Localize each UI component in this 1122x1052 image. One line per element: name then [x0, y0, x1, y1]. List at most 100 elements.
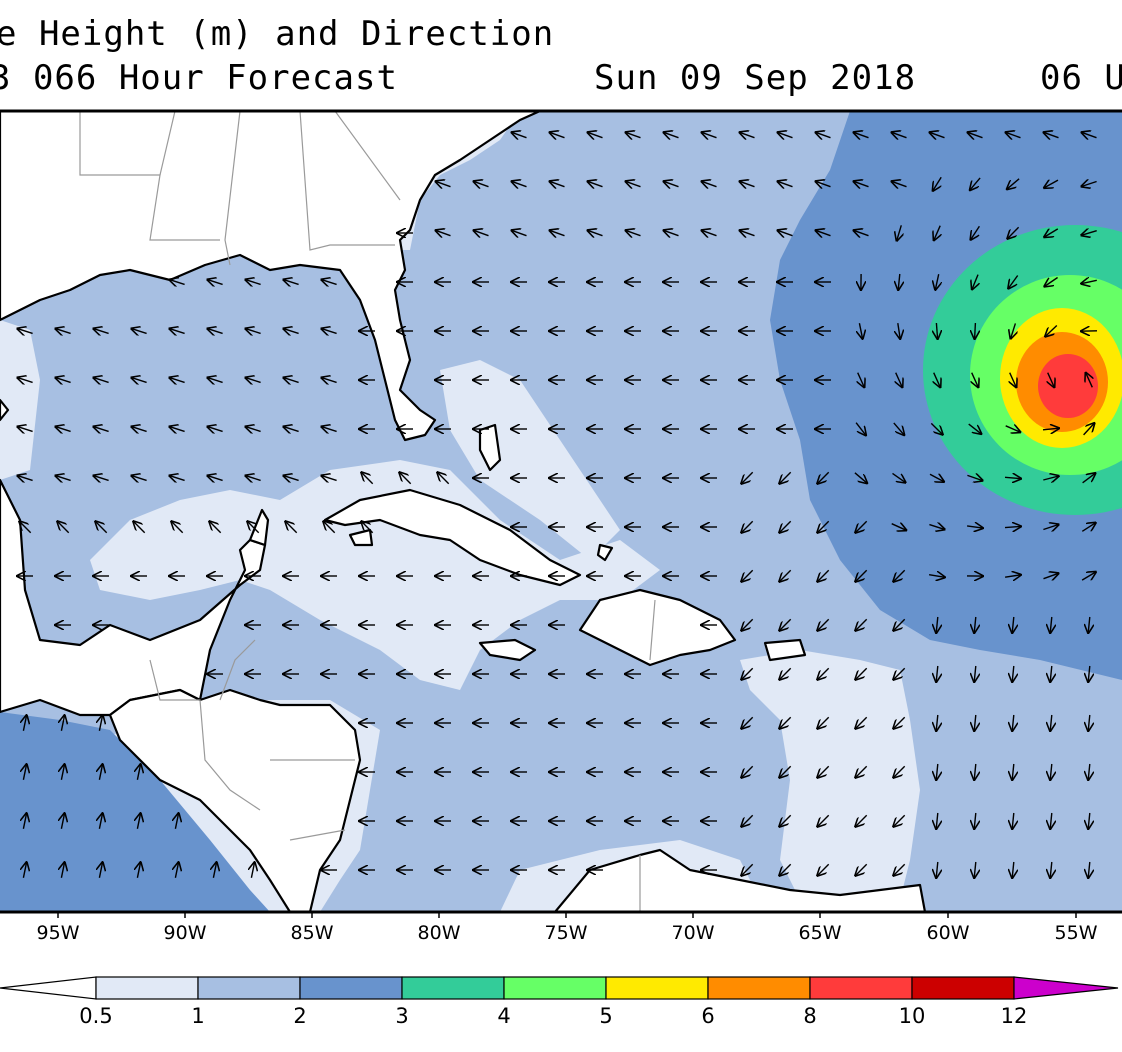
direction-arrow: [1050, 616, 1052, 633]
direction-arrow: [893, 618, 906, 630]
direction-arrow: [1081, 280, 1097, 283]
colorbar-segment: [401, 976, 505, 1000]
colorbar-label: 4: [497, 1004, 511, 1028]
direction-arrow: [1081, 572, 1096, 581]
direction-arrow: [61, 764, 64, 780]
colorbar-label: 5: [599, 1004, 613, 1028]
colorbar-right-end: [1013, 976, 1119, 1000]
direction-arrow: [99, 764, 102, 780]
direction-arrow: [321, 280, 337, 285]
direction-arrow: [779, 814, 792, 826]
direction-arrow: [855, 667, 868, 679]
direction-arrow: [741, 667, 754, 679]
direction-arrow: [283, 329, 299, 334]
chart-title-line-1: e Height (m) and Direction: [0, 14, 555, 54]
direction-arrow: [131, 378, 147, 383]
direction-arrow: [933, 176, 942, 191]
direction-arrow: [99, 813, 102, 829]
forecast-hour: 3 066 Hour Forecast: [0, 58, 398, 98]
direction-arrow: [323, 521, 336, 534]
direction-arrow: [1082, 473, 1096, 484]
direction-arrow: [897, 225, 902, 240]
direction-arrow: [251, 862, 254, 878]
direction-arrow: [131, 476, 147, 481]
direction-arrow: [741, 765, 754, 777]
direction-arrow: [1042, 428, 1059, 430]
direction-arrow: [974, 665, 976, 682]
direction-arrow: [855, 569, 868, 581]
direction-arrow: [930, 422, 942, 434]
direction-arrow: [207, 378, 223, 383]
direction-arrow: [588, 132, 603, 137]
direction-arrow: [23, 715, 26, 731]
direction-arrow: [1006, 132, 1021, 137]
direction-arrow: [133, 521, 146, 534]
longitude-label: 60W: [926, 922, 970, 944]
direction-arrow: [321, 378, 337, 383]
direction-arrow: [741, 471, 754, 483]
direction-arrow: [817, 667, 830, 679]
direction-arrow: [207, 476, 223, 481]
direction-arrow: [131, 329, 147, 334]
direction-arrow: [99, 715, 102, 731]
colorbar: [0, 976, 1119, 1000]
direction-arrow: [588, 230, 603, 235]
direction-arrow: [970, 177, 981, 190]
direction-arrow: [936, 665, 938, 682]
direction-arrow: [779, 618, 792, 630]
direction-arrow: [436, 230, 451, 235]
longitude-label: 90W: [163, 922, 207, 944]
direction-arrow: [934, 372, 941, 388]
direction-arrow: [1012, 665, 1014, 682]
direction-arrow: [321, 427, 337, 432]
direction-arrow: [702, 230, 717, 235]
direction-arrow: [779, 569, 792, 581]
direction-arrow: [19, 521, 32, 534]
direction-arrow: [854, 132, 869, 137]
direction-arrow: [61, 715, 64, 731]
direction-arrow: [1050, 763, 1052, 780]
direction-arrow: [855, 618, 868, 630]
direction-arrow: [972, 274, 978, 290]
direction-arrow: [778, 132, 793, 137]
direction-arrow: [1043, 525, 1058, 530]
direction-arrow: [283, 427, 299, 432]
colorbar-label: 10: [898, 1004, 926, 1028]
direction-arrow: [1004, 477, 1021, 478]
direction-arrow: [936, 763, 938, 780]
direction-arrow: [474, 181, 489, 186]
direction-arrow: [93, 378, 109, 383]
direction-arrow: [779, 863, 792, 875]
direction-arrow: [968, 423, 982, 434]
direction-arrow: [1044, 228, 1059, 237]
direction-arrow: [245, 476, 261, 481]
colorbar-label: 6: [701, 1004, 715, 1028]
direction-arrow: [1012, 763, 1014, 780]
direction-arrow: [99, 862, 102, 878]
direction-arrow: [169, 329, 185, 334]
direction-arrow: [169, 476, 185, 481]
direction-arrow: [474, 230, 489, 235]
longitude-label: 80W: [417, 922, 461, 944]
direction-arrow: [741, 814, 754, 826]
colorbar-segment: [197, 976, 301, 1000]
direction-arrow: [816, 181, 831, 186]
direction-arrow: [1088, 616, 1090, 633]
direction-arrow: [626, 132, 641, 137]
direction-arrow: [207, 427, 223, 432]
direction-arrow: [779, 765, 792, 777]
direction-arrow: [898, 273, 900, 290]
direction-arrow: [1004, 575, 1021, 577]
direction-arrow: [512, 132, 527, 137]
direction-arrow: [702, 132, 717, 137]
direction-arrow: [209, 521, 222, 534]
direction-arrow: [854, 181, 869, 186]
direction-arrow: [664, 230, 679, 235]
direction-arrow: [1088, 763, 1090, 780]
direction-arrow: [361, 521, 374, 534]
direction-arrow: [892, 132, 907, 137]
direction-arrow: [702, 181, 717, 186]
direction-arrow: [740, 230, 755, 235]
direction-arrow: [936, 812, 938, 829]
